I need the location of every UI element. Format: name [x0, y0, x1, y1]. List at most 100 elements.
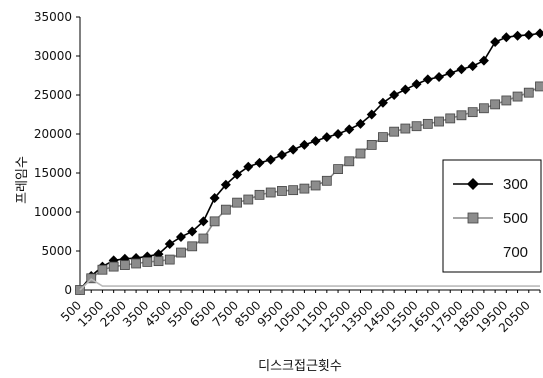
- y-tick-label: 35000: [34, 10, 72, 24]
- legend-item-700: 700: [503, 244, 528, 261]
- data-point: [456, 64, 467, 75]
- data-point: [310, 136, 321, 147]
- data-point: [288, 185, 299, 196]
- y-axis: 0 5000 10000 15000 20000 25000 30000 35000: [34, 10, 81, 297]
- data-point: [366, 109, 377, 120]
- data-point: [153, 256, 164, 267]
- data-point: [490, 36, 501, 47]
- data-point: [119, 260, 130, 270]
- x-axis: 5001500250035004500550065007500850095001…: [58, 289, 541, 335]
- data-point: [321, 132, 332, 143]
- data-point: [535, 28, 543, 39]
- data-point: [512, 30, 523, 41]
- data-point: [445, 113, 456, 124]
- data-point: [265, 187, 276, 198]
- data-point: [512, 91, 523, 102]
- data-point: [535, 81, 543, 92]
- legend-box: [442, 159, 542, 273]
- data-point: [377, 97, 388, 108]
- data-point: [187, 226, 198, 237]
- data-point: [198, 216, 209, 227]
- data-point: [333, 164, 343, 175]
- data-point: [142, 257, 153, 267]
- data-point: [400, 123, 411, 134]
- data-point: [265, 154, 276, 165]
- data-point: [299, 139, 310, 150]
- data-point: [232, 197, 242, 208]
- data-point: [389, 90, 400, 100]
- series-layer: [75, 28, 543, 295]
- data-point: [209, 216, 220, 227]
- legend: 300 500 700: [442, 159, 542, 273]
- data-point: [198, 233, 209, 244]
- data-point: [333, 129, 344, 139]
- data-point: [288, 144, 299, 155]
- data-point: [490, 99, 501, 110]
- data-point: [310, 180, 321, 191]
- data-point: [467, 61, 478, 72]
- data-point: [411, 79, 422, 90]
- data-point: [276, 150, 287, 161]
- data-point: [434, 72, 445, 83]
- data-point: [456, 110, 467, 121]
- series-700: [79, 278, 540, 291]
- data-point: [344, 156, 355, 167]
- y-tick-label: 15000: [34, 166, 72, 180]
- data-point: [175, 231, 186, 242]
- data-point: [164, 254, 175, 265]
- data-point: [299, 183, 310, 194]
- data-point: [243, 161, 254, 172]
- data-point: [501, 32, 512, 43]
- data-point: [434, 116, 444, 127]
- y-tick-label: 25000: [34, 88, 72, 102]
- data-point: [321, 175, 332, 186]
- legend-marker: [467, 178, 479, 190]
- y-tick-label: 0: [64, 283, 72, 297]
- legend-marker: [467, 212, 479, 224]
- data-point: [97, 264, 108, 275]
- data-point: [411, 121, 422, 132]
- data-point: [254, 157, 265, 168]
- data-point: [108, 261, 119, 272]
- data-point: [187, 241, 198, 252]
- data-point: [220, 179, 231, 190]
- data-point: [209, 192, 220, 203]
- x-axis-title: 디스크접근횟수: [258, 359, 342, 374]
- data-point: [220, 204, 231, 215]
- data-point: [243, 194, 254, 205]
- y-tick-label: 20000: [34, 127, 72, 141]
- legend-label: 500: [503, 210, 528, 227]
- series-line-700: [79, 278, 540, 291]
- data-point: [277, 186, 287, 196]
- data-point: [344, 124, 355, 135]
- data-point: [422, 74, 433, 85]
- data-point: [176, 247, 186, 258]
- data-point: [131, 258, 141, 269]
- data-point: [479, 103, 489, 114]
- data-point: [254, 189, 265, 200]
- legend-item-300: 300: [453, 176, 528, 193]
- data-point: [478, 55, 489, 66]
- data-point: [389, 126, 400, 137]
- data-point: [164, 238, 175, 249]
- data-point: [355, 148, 366, 159]
- data-point: [523, 29, 534, 40]
- legend-item-500: 500: [453, 210, 528, 227]
- data-point: [355, 118, 366, 129]
- legend-label: 700: [503, 244, 528, 261]
- y-tick-label: 30000: [34, 49, 72, 63]
- data-point: [501, 95, 512, 106]
- y-tick-label: 10000: [34, 205, 72, 219]
- data-point: [467, 107, 478, 118]
- y-axis-title: 프레임수: [15, 156, 30, 204]
- data-point: [378, 132, 388, 143]
- data-point: [400, 84, 411, 95]
- data-point: [366, 140, 377, 150]
- data-point: [523, 87, 534, 98]
- y-tick-label: 5000: [41, 244, 72, 258]
- data-point: [422, 118, 433, 129]
- data-point: [232, 169, 243, 180]
- data-point: [445, 68, 456, 79]
- legend-label: 300: [503, 176, 528, 193]
